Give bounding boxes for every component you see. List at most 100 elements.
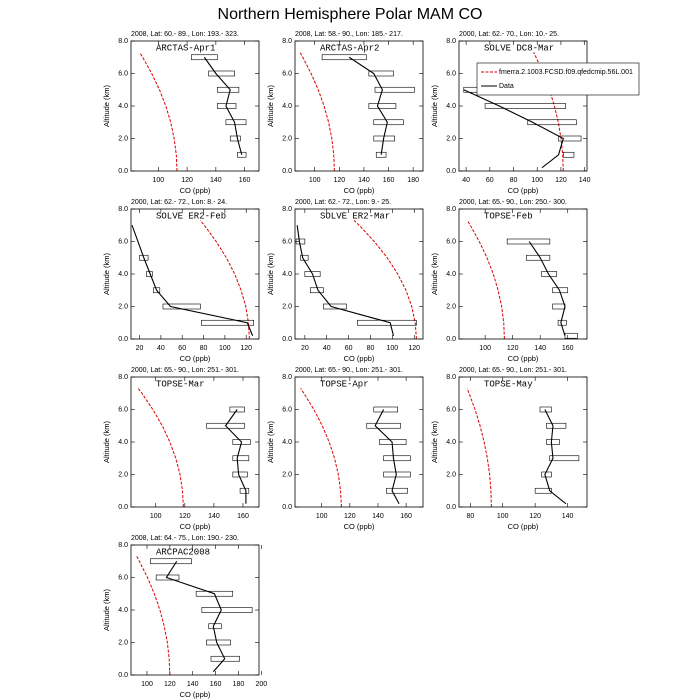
range-box (368, 70, 394, 77)
x-tick-label: 100 (497, 513, 509, 520)
range-box (386, 487, 408, 494)
plot-frame (130, 208, 260, 340)
model-profile (139, 52, 178, 172)
y-tick-label: 4.0 (118, 439, 128, 446)
x-tick-label: 20 (136, 345, 144, 352)
range-box (206, 639, 231, 646)
x-tick-label: 120 (240, 345, 252, 352)
range-box (506, 238, 551, 245)
panel-label: ARCTAS-Apr1 (156, 43, 215, 53)
y-tick-label: 6.0 (446, 70, 456, 77)
y-tick-label: 2.0 (446, 471, 456, 478)
y-tick-label: 0.0 (118, 504, 128, 511)
range-box (232, 439, 251, 445)
x-tick-label: 120 (344, 513, 356, 520)
y-tick-label: 0.0 (282, 168, 292, 175)
range-box (310, 287, 324, 294)
x-tick-label: 80 (466, 513, 474, 520)
range-box (527, 119, 577, 126)
y-tick-label: 6.0 (446, 238, 456, 245)
panel-label: SOLVE ER2-Mar (320, 211, 390, 221)
range-box (539, 406, 552, 413)
range-box (368, 103, 397, 109)
x-tick-label: 60 (486, 177, 494, 184)
panel-subtitle: 2008, Lat: 60.- 89., Lon: 193.- 323. (131, 31, 239, 38)
x-tick-label: 200 (255, 681, 267, 688)
range-box (549, 455, 580, 462)
x-axis-label: CO (ppb) (508, 354, 539, 363)
range-box (374, 86, 415, 93)
x-tick-label: 100 (152, 177, 164, 184)
x-tick-label: 80 (367, 345, 375, 352)
y-tick-label: 2.0 (118, 471, 128, 478)
y-tick-label: 8.0 (282, 38, 292, 45)
y-tick-label: 0.0 (446, 336, 456, 343)
range-box (237, 151, 247, 158)
x-tick-label: 40 (462, 177, 470, 184)
x-tick-label: 140 (372, 513, 384, 520)
x-axis-label: CO (ppb) (180, 522, 211, 531)
data-profile (544, 409, 567, 505)
y-axis-label: Altitude (km) (102, 588, 111, 631)
y-axis-label: Altitude (km) (430, 420, 439, 463)
y-tick-label: 0.0 (282, 336, 292, 343)
range-box (383, 471, 411, 478)
data-profile (348, 56, 388, 155)
data-profile (165, 560, 226, 673)
y-tick-label: 6.0 (118, 406, 128, 413)
range-box (300, 254, 309, 261)
panel-subtitle: 2000, Lat: 62.- 70., Lon: 10.- 25. (459, 31, 559, 38)
legend-box (476, 62, 640, 96)
range-box (375, 151, 387, 158)
range-box (357, 319, 417, 326)
figure-title: Northern Hemisphere Polar MAM CO (218, 6, 483, 23)
plot-frame (130, 40, 260, 172)
x-tick-label: 140 (534, 345, 546, 352)
x-tick-label: 80 (200, 345, 208, 352)
range-box (191, 54, 218, 61)
y-tick-label: 2.0 (282, 135, 292, 142)
x-axis-label: CO (ppb) (344, 186, 375, 195)
range-box (379, 439, 407, 445)
x-tick-label: 40 (323, 345, 331, 352)
range-box (195, 590, 234, 597)
model-profile (300, 388, 342, 508)
y-axis-label: Altitude (km) (266, 84, 275, 127)
y-tick-label: 8.0 (118, 206, 128, 213)
y-axis-label: Altitude (km) (102, 84, 111, 127)
range-box (552, 287, 569, 294)
panel-label: TOPSE-Feb (484, 211, 533, 221)
panel-subtitle: 2008, Lat: 64.- 75., Lon: 190.- 230. (131, 535, 239, 542)
y-tick-label: 6.0 (446, 406, 456, 413)
range-box (564, 332, 578, 339)
x-axis-label: CO (ppb) (180, 354, 211, 363)
panel-subtitle: 2000, Lat: 62.- 72., Lon: 8.- 24. (131, 199, 227, 206)
x-tick-label: 100 (479, 345, 491, 352)
plot-frame (458, 40, 588, 172)
range-box (373, 406, 398, 413)
y-tick-label: 6.0 (118, 238, 128, 245)
panel-label: TOPSE-May (484, 379, 533, 389)
y-tick-label: 2.0 (118, 303, 128, 310)
y-tick-label: 0.0 (118, 336, 128, 343)
x-axis-label: CO (ppb) (508, 186, 539, 195)
x-tick-label: 140 (358, 177, 370, 184)
panel-label: ARCPAC2008 (156, 547, 210, 557)
x-tick-label: 120 (408, 345, 420, 352)
y-tick-label: 8.0 (118, 38, 128, 45)
y-tick-label: 6.0 (282, 406, 292, 413)
range-box (534, 487, 552, 494)
model-profile (466, 388, 492, 508)
y-tick-label: 4.0 (446, 271, 456, 278)
x-tick-label: 140 (208, 513, 220, 520)
x-tick-label: 80 (510, 177, 518, 184)
y-tick-label: 4.0 (282, 439, 292, 446)
range-box (229, 135, 241, 142)
y-tick-label: 4.0 (118, 607, 128, 614)
x-axis-label: CO (ppb) (508, 522, 539, 531)
x-tick-label: 120 (181, 177, 193, 184)
panel-subtitle: 2000, Lat: 62.- 72., Lon: 9.- 25. (295, 199, 391, 206)
x-tick-label: 60 (178, 345, 186, 352)
x-tick-label: 120 (179, 513, 191, 520)
range-box (557, 319, 567, 326)
